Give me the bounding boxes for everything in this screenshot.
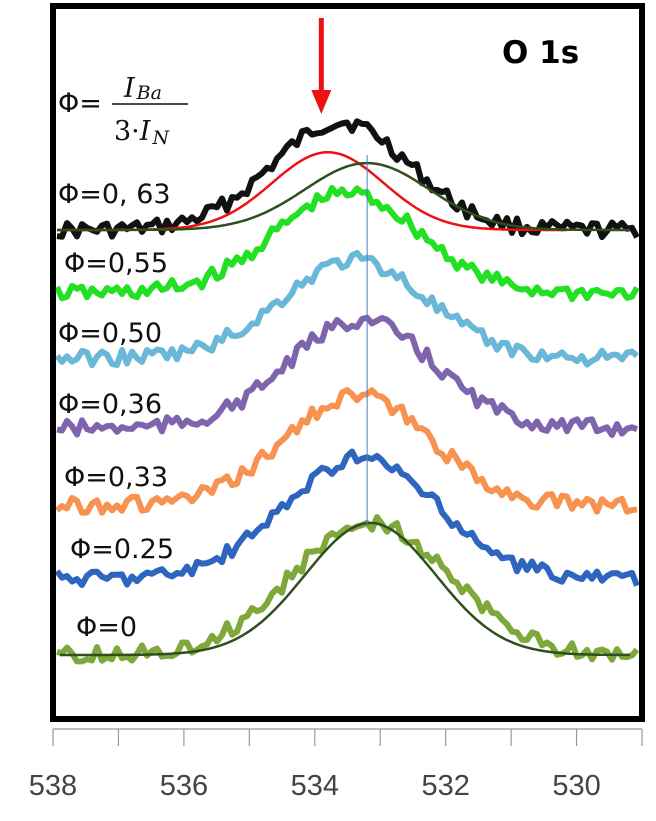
x-tick-label: 538 (29, 770, 77, 802)
x-axis: 538 536 534 532 530 (29, 728, 643, 802)
series-label-4: Φ=0,33 (64, 462, 168, 493)
x-tick-label: 534 (291, 770, 339, 802)
series-line-6 (56, 514, 640, 665)
formula-numerator: I Ba (123, 73, 162, 104)
series-line-3 (56, 314, 639, 438)
fit-curve-2 (60, 521, 630, 657)
series-label-2: Φ=0,50 (58, 318, 162, 349)
formula: Φ= I Ba 3·I N (58, 73, 188, 149)
series-label-6: Φ=0 (76, 612, 137, 643)
series-label-1: Φ=0,55 (64, 248, 168, 279)
fit-curve-1 (57, 161, 630, 232)
series-label-0: Φ=0, 63 (58, 179, 171, 210)
series-layer (54, 118, 640, 665)
series-line-4 (55, 387, 638, 516)
x-tick-label: 536 (160, 770, 208, 802)
series-line-0 (56, 118, 640, 241)
formula-denominator: 3·I N (114, 116, 170, 149)
fit-layer (57, 150, 630, 657)
formula-prefix: Φ= (58, 88, 102, 119)
chart-title: O 1s (502, 35, 579, 71)
series-labels: Φ=0, 63 Φ=0,55 Φ=0,50 Φ=0,36 Φ=0,33 Φ=0.… (58, 179, 174, 643)
series-line-1 (54, 185, 640, 303)
red-arrow-marker (311, 18, 332, 114)
series-label-3: Φ=0,36 (58, 389, 162, 420)
series-line-5 (54, 448, 640, 588)
series-line-2 (54, 249, 639, 369)
series-label-5: Φ=0.25 (70, 534, 174, 565)
x-tick-label: 530 (552, 770, 600, 802)
plot-frame (50, 3, 645, 722)
x-tick-label: 532 (421, 770, 469, 802)
